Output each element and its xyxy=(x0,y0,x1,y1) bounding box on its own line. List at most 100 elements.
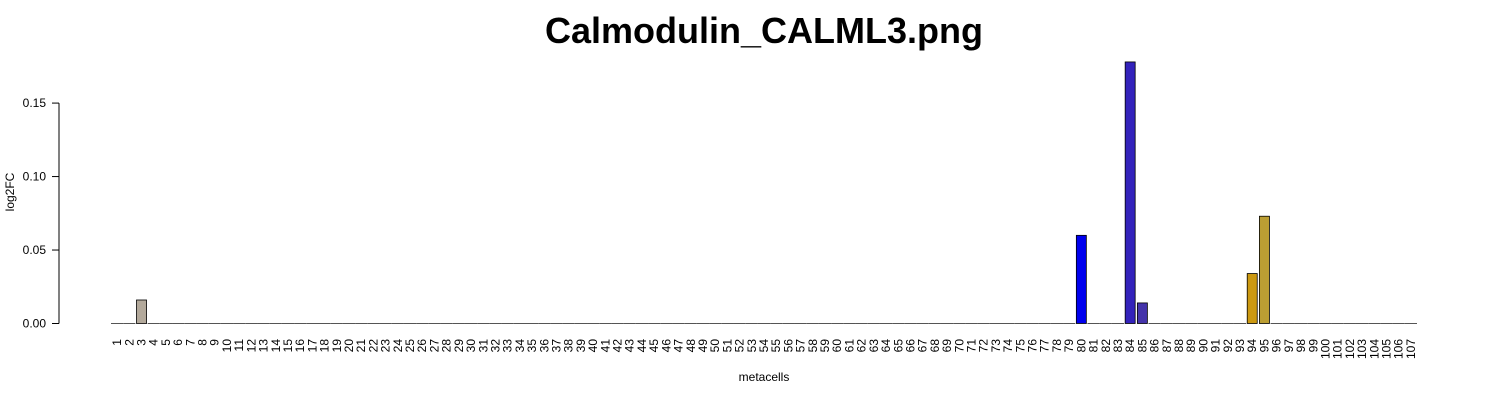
x-tick-label: 10 xyxy=(220,339,234,353)
x-tick-label: 50 xyxy=(708,339,722,353)
x-tick-label: 61 xyxy=(842,339,856,353)
x-tick-label: 43 xyxy=(623,339,637,353)
x-tick-label: 45 xyxy=(647,339,661,353)
x-tick-label: 76 xyxy=(1026,339,1040,353)
x-tick-label: 105 xyxy=(1379,339,1393,359)
x-tick-label: 100 xyxy=(1318,339,1332,359)
x-tick-label: 53 xyxy=(745,339,759,353)
x-tick-label: 33 xyxy=(501,339,515,353)
x-tick-label: 74 xyxy=(1001,339,1015,353)
x-tick-label: 99 xyxy=(1306,339,1320,353)
x-tick-label: 36 xyxy=(537,339,551,353)
x-tick-label: 54 xyxy=(757,339,771,353)
x-tick-label: 30 xyxy=(464,339,478,353)
x-axis-label: metacells xyxy=(739,370,790,384)
x-tick-label: 95 xyxy=(1257,339,1271,353)
x-tick-label: 65 xyxy=(891,339,905,353)
x-tick-label: 97 xyxy=(1282,339,1296,353)
y-tick-label: 0.00 xyxy=(23,317,47,331)
x-tick-label: 80 xyxy=(1074,339,1088,353)
x-tick-label: 5 xyxy=(159,339,173,346)
x-tick-label: 7 xyxy=(183,339,197,346)
x-tick-label: 1 xyxy=(110,339,124,346)
x-tick-label: 13 xyxy=(257,339,271,353)
x-tick-label: 25 xyxy=(403,339,417,353)
x-tick-label: 64 xyxy=(879,339,893,353)
x-tick-label: 27 xyxy=(427,339,441,353)
x-tick-label: 17 xyxy=(305,339,319,353)
x-tick-label: 82 xyxy=(1099,339,1113,353)
x-tick-label: 51 xyxy=(720,339,734,353)
x-tick-label: 101 xyxy=(1331,339,1345,359)
x-tick-label: 84 xyxy=(1123,339,1137,353)
x-tick-label: 16 xyxy=(293,339,307,353)
x-tick-label: 87 xyxy=(1160,339,1174,353)
x-tick-label: 104 xyxy=(1367,339,1381,359)
x-tick-label: 48 xyxy=(684,339,698,353)
bars xyxy=(111,61,1417,324)
x-tick-label: 37 xyxy=(550,339,564,353)
x-tick-label: 59 xyxy=(818,339,832,353)
bar-3 xyxy=(136,299,147,324)
x-tick-label: 69 xyxy=(940,339,954,353)
x-tick-label: 38 xyxy=(562,339,576,353)
x-tick-label: 58 xyxy=(806,339,820,353)
bar-80 xyxy=(1075,234,1087,324)
x-tick-label: 68 xyxy=(928,339,942,353)
x-tick-label: 49 xyxy=(696,339,710,353)
x-tick-label: 15 xyxy=(281,339,295,353)
x-tick-label: 40 xyxy=(586,339,600,353)
x-tick-label: 35 xyxy=(525,339,539,353)
y-tick-label: 0.10 xyxy=(23,170,47,184)
x-tick-label: 88 xyxy=(1172,339,1186,353)
x-tick-label: 55 xyxy=(769,339,783,353)
x-tick-label: 12 xyxy=(244,339,258,353)
x-tick-label: 92 xyxy=(1221,339,1235,353)
x-tick-label: 9 xyxy=(208,339,222,346)
x-tick-label: 2 xyxy=(122,339,136,346)
x-tick-label: 106 xyxy=(1392,339,1406,359)
x-tick-label: 8 xyxy=(196,339,210,346)
x-tick-label: 98 xyxy=(1294,339,1308,353)
x-tick-label: 19 xyxy=(330,339,344,353)
x-tick-label: 90 xyxy=(1196,339,1210,353)
x-tick-label: 26 xyxy=(415,339,429,353)
x-tick-label: 89 xyxy=(1184,339,1198,353)
bar-95 xyxy=(1259,215,1270,324)
x-tick-label: 6 xyxy=(171,339,185,346)
x-tick-label: 78 xyxy=(1050,339,1064,353)
x-tick-label: 29 xyxy=(452,339,466,353)
x-tick-label: 96 xyxy=(1270,339,1284,353)
x-tick-label: 46 xyxy=(659,339,673,353)
x-tick-label: 66 xyxy=(903,339,917,353)
x-tick-label: 60 xyxy=(830,339,844,353)
x-tick-label: 20 xyxy=(342,339,356,353)
x-tick-label: 4 xyxy=(147,339,161,346)
x-tick-label: 24 xyxy=(391,339,405,353)
chart-title: Calmodulin_CALML3.png xyxy=(545,10,983,51)
x-tick-label: 34 xyxy=(513,339,527,353)
x-tick-label: 81 xyxy=(1087,339,1101,353)
x-tick-label: 18 xyxy=(318,339,332,353)
x-tick-label: 41 xyxy=(598,339,612,353)
x-tick-label: 14 xyxy=(269,339,283,353)
x-tick-label: 75 xyxy=(1013,339,1027,353)
x-tick-label: 56 xyxy=(781,339,795,353)
x-tick-labels: 1234567891011121314151617181920212223242… xyxy=(110,339,1418,359)
x-tick-label: 107 xyxy=(1404,339,1418,359)
x-tick-label: 47 xyxy=(672,339,686,353)
x-tick-label: 77 xyxy=(1038,339,1052,353)
x-tick-label: 85 xyxy=(1135,339,1149,353)
x-tick-label: 70 xyxy=(952,339,966,353)
x-tick-label: 71 xyxy=(964,339,978,353)
bar-94 xyxy=(1246,273,1258,324)
x-tick-label: 79 xyxy=(1062,339,1076,353)
x-tick-label: 94 xyxy=(1245,339,1259,353)
x-tick-label: 86 xyxy=(1148,339,1162,353)
x-tick-label: 22 xyxy=(366,339,380,353)
y-axis-label: log2FC xyxy=(3,172,17,211)
x-tick-label: 57 xyxy=(794,339,808,353)
x-tick-label: 3 xyxy=(135,339,149,346)
x-tick-label: 23 xyxy=(379,339,393,353)
